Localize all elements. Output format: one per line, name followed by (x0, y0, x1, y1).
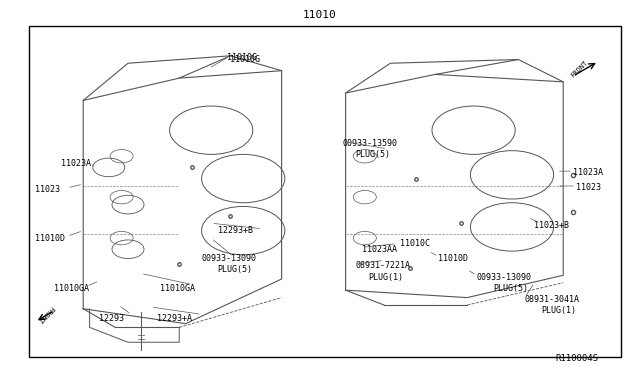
Text: 11010GA: 11010GA (160, 284, 195, 293)
Text: 11010: 11010 (303, 10, 337, 20)
Text: 11010D: 11010D (35, 234, 65, 243)
Text: 11010C: 11010C (400, 239, 430, 248)
Text: 12293+B: 12293+B (218, 226, 253, 235)
Text: 08931-3041A: 08931-3041A (525, 295, 580, 304)
Text: 08931-7221A: 08931-7221A (355, 262, 410, 270)
Text: PLUG(1): PLUG(1) (541, 306, 576, 315)
Text: 11010D: 11010D (438, 254, 468, 263)
Text: PLUG(1): PLUG(1) (368, 273, 403, 282)
Text: 00933-13090: 00933-13090 (477, 273, 532, 282)
Text: 11010GA: 11010GA (54, 284, 90, 293)
Text: 00933-13090: 00933-13090 (202, 254, 257, 263)
Text: 11023AA: 11023AA (362, 245, 397, 254)
Text: 11010G: 11010G (227, 53, 257, 62)
Text: 11023+B: 11023+B (534, 221, 570, 230)
Text: FRONT: FRONT (35, 305, 54, 324)
Text: PLUG(5): PLUG(5) (355, 150, 390, 159)
Text: 11010G: 11010G (230, 55, 260, 64)
Text: PLUG(5): PLUG(5) (493, 284, 528, 293)
Text: 11023A: 11023A (573, 169, 603, 177)
Text: 11023: 11023 (35, 185, 60, 194)
Text: FRONT: FRONT (570, 59, 589, 78)
Bar (29, 26, 621, 357)
Text: 12293+A: 12293+A (157, 314, 192, 323)
Text: 11023: 11023 (576, 183, 601, 192)
Text: R110004S: R110004S (556, 354, 598, 363)
Text: 00933-13590: 00933-13590 (342, 139, 397, 148)
Text: PLUG(5): PLUG(5) (218, 265, 253, 274)
Text: 11023A: 11023A (61, 159, 91, 168)
Text: 12293: 12293 (99, 314, 124, 323)
